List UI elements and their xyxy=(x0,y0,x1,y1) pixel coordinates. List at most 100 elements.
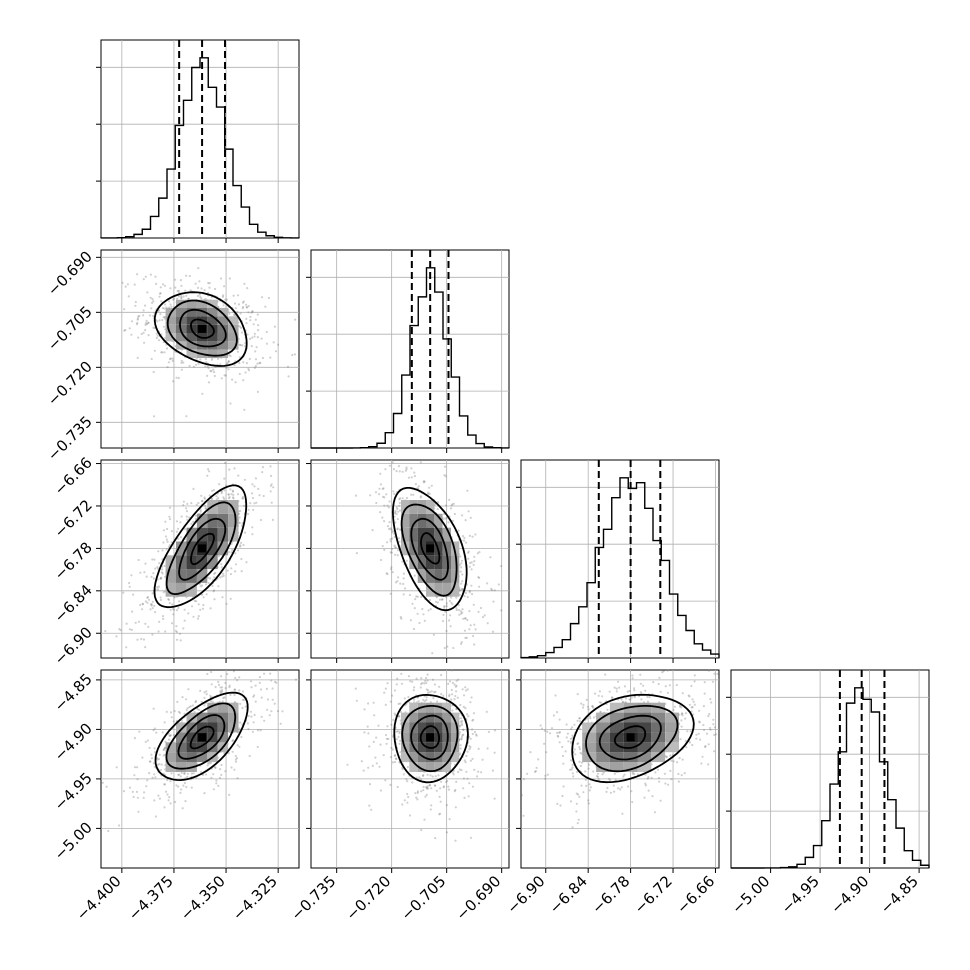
scatter-point xyxy=(401,497,404,500)
scatter-point xyxy=(463,617,467,620)
scatter-point xyxy=(384,703,387,707)
scatter-point xyxy=(231,378,234,381)
scatter-point xyxy=(159,577,162,581)
scatter-point xyxy=(153,727,156,730)
scatter-point xyxy=(193,710,196,714)
scatter-point xyxy=(168,734,171,737)
scatter-point xyxy=(172,297,176,300)
scatter-point xyxy=(397,510,400,513)
scatter-point xyxy=(233,467,236,470)
density-cell xyxy=(434,513,443,528)
scatter-panel-2-0: −6.90−6.84−6.78−6.72−6.66 xyxy=(51,454,300,669)
scatter-point xyxy=(190,502,193,505)
scatter-point xyxy=(182,295,185,298)
scatter-point xyxy=(241,495,245,498)
contour-level-1 xyxy=(189,725,215,750)
scatter-point xyxy=(677,772,680,776)
scatter-point xyxy=(659,799,662,802)
density-cell xyxy=(165,569,176,583)
scatter-point xyxy=(447,682,450,686)
scatter-point xyxy=(247,311,250,314)
scatter-point xyxy=(141,602,144,605)
scatter-point xyxy=(478,576,481,580)
scatter-point xyxy=(478,585,481,588)
scatter-point xyxy=(684,717,687,720)
scatter-point xyxy=(223,374,226,377)
scatter-point xyxy=(159,596,162,599)
scatter-point xyxy=(168,544,171,547)
scatter-point xyxy=(587,799,590,802)
scatter-point xyxy=(222,697,225,700)
scatter-point xyxy=(234,563,238,566)
scatter-point xyxy=(274,350,278,353)
scatter-point xyxy=(244,371,247,374)
scatter-point xyxy=(647,789,650,792)
scatter-point xyxy=(459,731,462,734)
scatter-point xyxy=(152,577,155,580)
scatter-point xyxy=(124,285,127,288)
scatter-point xyxy=(468,591,471,594)
scatter-point xyxy=(197,501,200,505)
scatter-point xyxy=(473,730,476,734)
scatter-point xyxy=(471,535,474,538)
scatter-point xyxy=(226,361,229,364)
y-tick-label: −6.72 xyxy=(51,496,96,541)
scatter-point xyxy=(177,710,180,713)
x-tick-label: −4.400 xyxy=(73,872,125,924)
scatter-point xyxy=(461,580,464,583)
scatter-point xyxy=(150,757,154,760)
scatter-point xyxy=(394,546,397,549)
scatter-point xyxy=(163,316,166,319)
scatter-point xyxy=(229,573,232,576)
scatter-point xyxy=(123,308,126,311)
scatter-point xyxy=(225,602,228,606)
scatter-point xyxy=(391,547,394,551)
scatter-point xyxy=(573,723,576,726)
scatter-point xyxy=(104,630,107,633)
density-cell xyxy=(426,702,435,713)
scatter-point xyxy=(254,684,257,687)
scatter-point xyxy=(470,696,473,699)
scatter-point xyxy=(144,322,147,325)
contour-level-3 xyxy=(165,702,237,770)
density-cell xyxy=(451,555,460,570)
scatter-point xyxy=(150,603,153,606)
scatter-point xyxy=(177,773,180,776)
scatter-point xyxy=(597,694,600,697)
scatter-point xyxy=(188,274,191,278)
scatter-point xyxy=(131,610,134,613)
scatter-point xyxy=(199,608,202,611)
scatter-point xyxy=(448,498,451,501)
scatter-point xyxy=(411,680,414,683)
scatter-point xyxy=(182,504,185,507)
scatter-point xyxy=(444,504,447,507)
scatter-point xyxy=(161,615,165,618)
scatter-point xyxy=(130,574,133,577)
scatter-point xyxy=(460,735,464,739)
scatter-point xyxy=(582,791,585,794)
scatter-point xyxy=(236,777,239,780)
scatter-point xyxy=(160,577,163,580)
scatter-point xyxy=(667,783,670,786)
x-tick-label: −4.95 xyxy=(778,872,823,917)
scatter-point xyxy=(402,773,405,776)
scatter-point xyxy=(430,787,433,790)
scatter-point xyxy=(217,555,220,558)
scatter-point xyxy=(253,335,256,338)
scatter-point xyxy=(161,731,164,734)
scatter-point xyxy=(189,705,192,708)
scatter-point xyxy=(160,300,163,303)
scatter-point xyxy=(544,774,547,777)
density-cell xyxy=(426,712,435,723)
scatter-point xyxy=(690,684,693,688)
histogram-step xyxy=(100,57,300,239)
scatter-point xyxy=(385,493,388,496)
scatter-point xyxy=(447,521,450,524)
scatter-point xyxy=(136,317,140,320)
scatter-point xyxy=(222,304,225,307)
scatter-point xyxy=(390,528,393,531)
scatter-point xyxy=(393,689,397,692)
scatter-point xyxy=(222,294,225,297)
scatter-point xyxy=(219,277,223,280)
scatter-point xyxy=(206,365,209,368)
